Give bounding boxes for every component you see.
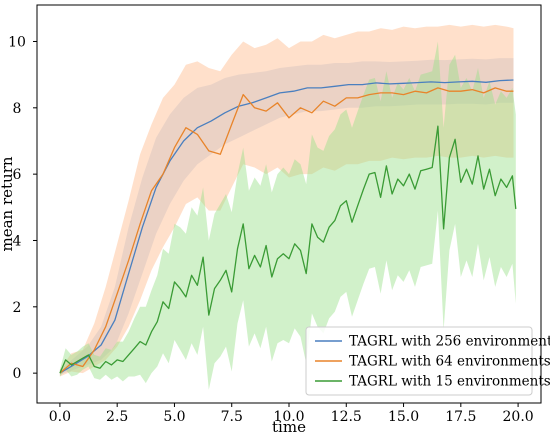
y-tick-label: 2 bbox=[13, 300, 22, 316]
y-axis-title: mean return bbox=[0, 156, 16, 251]
x-tick-label: 7.5 bbox=[221, 409, 243, 425]
x-axis-title: time bbox=[272, 418, 306, 436]
legend: TAGRL with 256 environments TAGRL with 64… bbox=[305, 326, 550, 396]
y-tick-label: 4 bbox=[13, 233, 22, 249]
legend-label-1: TAGRL with 256 environments bbox=[349, 334, 550, 350]
x-tick-label: 12.5 bbox=[331, 409, 362, 425]
y-tick-label: 10 bbox=[8, 34, 26, 50]
x-tick-label: 5.0 bbox=[163, 409, 185, 425]
confidence-band-2 bbox=[59, 24, 514, 377]
x-tick-label: 2.5 bbox=[106, 409, 128, 425]
x-tick-label: 0.0 bbox=[49, 409, 71, 425]
series-line-1 bbox=[59, 79, 514, 374]
series-line-2 bbox=[59, 87, 514, 374]
x-tick-label: 17.5 bbox=[445, 409, 476, 425]
x-tick-label: 10.0 bbox=[273, 409, 304, 425]
legend-box bbox=[305, 326, 533, 396]
series-line-3 bbox=[59, 125, 517, 374]
y-tick-label: 8 bbox=[13, 101, 22, 117]
x-axis-ticks: 0.0 2.5 5.0 7.5 10.0 12.5 15.0 17.5 20.0 bbox=[49, 403, 534, 425]
confidence-bands bbox=[59, 24, 516, 390]
series-lines bbox=[59, 79, 517, 374]
legend-label-2: TAGRL with 64 environments bbox=[349, 354, 550, 370]
confidence-band-3 bbox=[59, 41, 516, 390]
y-axis-ticks: 0 2 4 6 8 10 bbox=[8, 34, 37, 382]
x-tick-label: 20.0 bbox=[503, 409, 534, 425]
legend-label-3: TAGRL with 15 environments bbox=[349, 374, 550, 390]
y-tick-label: 0 bbox=[13, 366, 22, 382]
x-tick-label: 15.0 bbox=[388, 409, 419, 425]
legend-items: TAGRL with 256 environments TAGRL with 64… bbox=[315, 334, 550, 390]
confidence-band-1 bbox=[59, 58, 514, 375]
y-tick-label: 6 bbox=[13, 167, 22, 183]
